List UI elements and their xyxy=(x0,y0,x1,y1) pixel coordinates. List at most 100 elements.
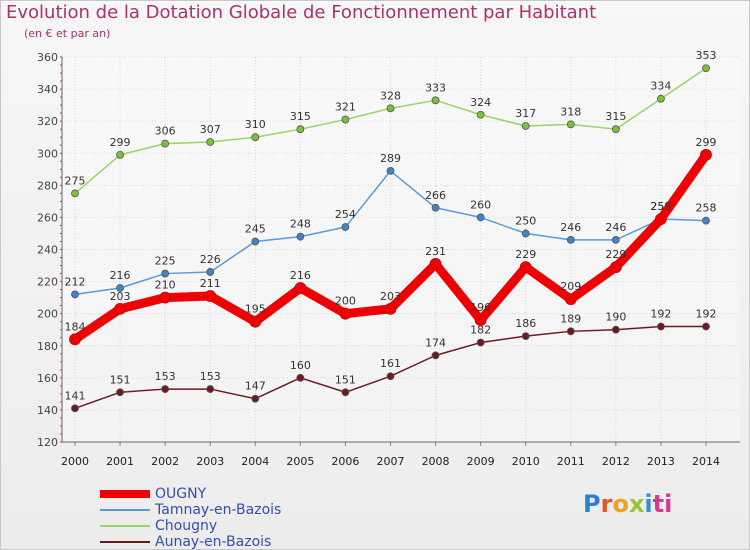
data-point-aunay-en-bazois xyxy=(702,322,710,331)
data-point-chougny xyxy=(611,125,620,134)
data-label-chougny: 353 xyxy=(696,49,717,62)
data-label-chougny: 333 xyxy=(425,81,446,94)
x-tick-label: 2007 xyxy=(377,455,405,468)
data-label-chougny: 307 xyxy=(200,123,221,136)
y-tick-label: 340 xyxy=(37,83,58,96)
legend-swatch-ougny xyxy=(100,490,150,498)
chart-subtitle: (en € et par an) xyxy=(24,27,111,40)
data-label-tamnay-en-bazois: 246 xyxy=(560,221,581,234)
data-label-aunay-en-bazois: 147 xyxy=(245,380,266,393)
data-point-aunay-en-bazois xyxy=(611,325,620,334)
data-label-tamnay-en-bazois: 250 xyxy=(515,214,536,227)
x-tick-label: 2004 xyxy=(241,455,269,468)
data-label-ougny: 231 xyxy=(425,245,446,258)
y-tick-label: 320 xyxy=(37,115,58,128)
data-label-ougny: 229 xyxy=(605,248,626,261)
legend-label-chougny: Chougny xyxy=(155,518,218,534)
data-label-aunay-en-bazois: 151 xyxy=(110,373,131,386)
y-tick-label: 360 xyxy=(37,51,58,64)
data-point-ougny xyxy=(655,213,667,225)
data-label-tamnay-en-bazois: 216 xyxy=(110,269,131,282)
data-point-aunay-en-bazois xyxy=(521,332,530,341)
data-point-aunay-en-bazois xyxy=(206,385,215,393)
data-point-tamnay-en-bazois xyxy=(71,290,79,299)
data-point-aunay-en-bazois xyxy=(657,322,665,331)
data-point-ougny xyxy=(564,293,577,306)
data-label-chougny: 317 xyxy=(515,107,536,120)
data-point-chougny xyxy=(116,150,124,159)
x-tick-label: 2001 xyxy=(106,455,134,468)
legend-item-aunay[interactable]: Aunay-en-Bazois xyxy=(100,534,360,550)
data-point-tamnay-en-bazois xyxy=(566,235,575,244)
data-label-ougny: 216 xyxy=(290,269,311,282)
data-label-aunay-en-bazois: 189 xyxy=(560,312,581,325)
data-label-chougny: 275 xyxy=(65,174,86,187)
data-point-aunay-en-bazois xyxy=(161,385,170,393)
data-label-tamnay-en-bazois: 225 xyxy=(155,255,176,268)
x-tick-label: 2013 xyxy=(647,455,675,468)
data-point-aunay-en-bazois xyxy=(116,388,124,397)
data-point-tamnay-en-bazois xyxy=(702,216,710,225)
x-tick-label: 2010 xyxy=(512,455,540,468)
data-label-ougny: 196 xyxy=(470,301,491,314)
data-point-tamnay-en-bazois xyxy=(476,213,485,222)
data-label-chougny: 321 xyxy=(335,101,356,114)
data-point-aunay-en-bazois xyxy=(431,351,440,360)
data-point-ougny xyxy=(159,291,172,304)
data-label-ougny: 209 xyxy=(560,280,581,293)
legend-swatch-chougny xyxy=(100,525,150,527)
data-label-chougny: 299 xyxy=(110,136,131,149)
data-point-ougny xyxy=(474,314,487,326)
x-tick-label: 2005 xyxy=(286,455,314,468)
data-label-tamnay-en-bazois: 260 xyxy=(470,198,491,211)
legend-item-chougny[interactable]: Chougny xyxy=(100,518,360,534)
data-label-aunay-en-bazois: 182 xyxy=(470,324,491,337)
data-point-tamnay-en-bazois xyxy=(251,237,260,246)
data-point-ougny xyxy=(249,315,262,328)
data-label-aunay-en-bazois: 186 xyxy=(515,317,536,330)
data-point-chougny xyxy=(296,125,305,134)
y-tick-label: 260 xyxy=(37,211,58,224)
data-label-chougny: 324 xyxy=(470,96,491,109)
data-point-tamnay-en-bazois xyxy=(206,268,215,276)
data-label-ougny: 229 xyxy=(515,248,536,261)
legend-item-ougny[interactable]: OUGNY xyxy=(100,486,360,502)
data-point-chougny xyxy=(341,115,350,124)
data-point-chougny xyxy=(431,96,440,105)
data-point-chougny xyxy=(657,94,665,103)
data-point-ougny xyxy=(69,333,81,346)
data-label-tamnay-en-bazois: 266 xyxy=(425,189,446,202)
legend-swatch-aunay xyxy=(100,541,150,543)
data-label-tamnay-en-bazois: 212 xyxy=(65,275,86,288)
data-label-aunay-en-bazois: 160 xyxy=(290,359,311,372)
data-point-chougny xyxy=(476,110,485,119)
data-label-aunay-en-bazois: 192 xyxy=(696,308,717,321)
legend-label-tamnay: Tamnay-en-Bazois xyxy=(155,502,282,518)
data-point-tamnay-en-bazois xyxy=(521,229,530,238)
x-tick-label: 2014 xyxy=(692,455,720,468)
y-tick-label: 300 xyxy=(37,147,58,160)
data-label-aunay-en-bazois: 192 xyxy=(650,308,671,321)
data-label-aunay-en-bazois: 153 xyxy=(155,370,176,383)
data-label-chougny: 306 xyxy=(155,125,176,138)
data-label-tamnay-en-bazois: 245 xyxy=(245,222,266,235)
data-point-chougny xyxy=(702,64,710,73)
legend-item-tamnay[interactable]: Tamnay-en-Bazois xyxy=(100,502,360,518)
data-point-aunay-en-bazois xyxy=(296,373,305,382)
data-point-chougny xyxy=(161,139,170,148)
data-label-chougny: 310 xyxy=(245,118,266,131)
data-point-tamnay-en-bazois xyxy=(161,269,170,278)
data-label-ougny: 184 xyxy=(65,320,86,333)
data-label-ougny: 259 xyxy=(650,200,671,213)
data-point-chougny xyxy=(521,122,530,130)
y-tick-label: 200 xyxy=(37,308,58,321)
data-point-ougny xyxy=(429,258,442,270)
legend-label-aunay: Aunay-en-Bazois xyxy=(155,534,272,550)
data-label-chougny: 328 xyxy=(380,89,401,102)
data-point-chougny xyxy=(206,138,215,146)
data-point-tamnay-en-bazois xyxy=(341,223,350,231)
data-point-ougny xyxy=(700,148,712,161)
data-label-tamnay-en-bazois: 246 xyxy=(605,221,626,234)
legend-swatch-tamnay xyxy=(100,509,150,511)
data-label-ougny: 203 xyxy=(380,290,401,303)
